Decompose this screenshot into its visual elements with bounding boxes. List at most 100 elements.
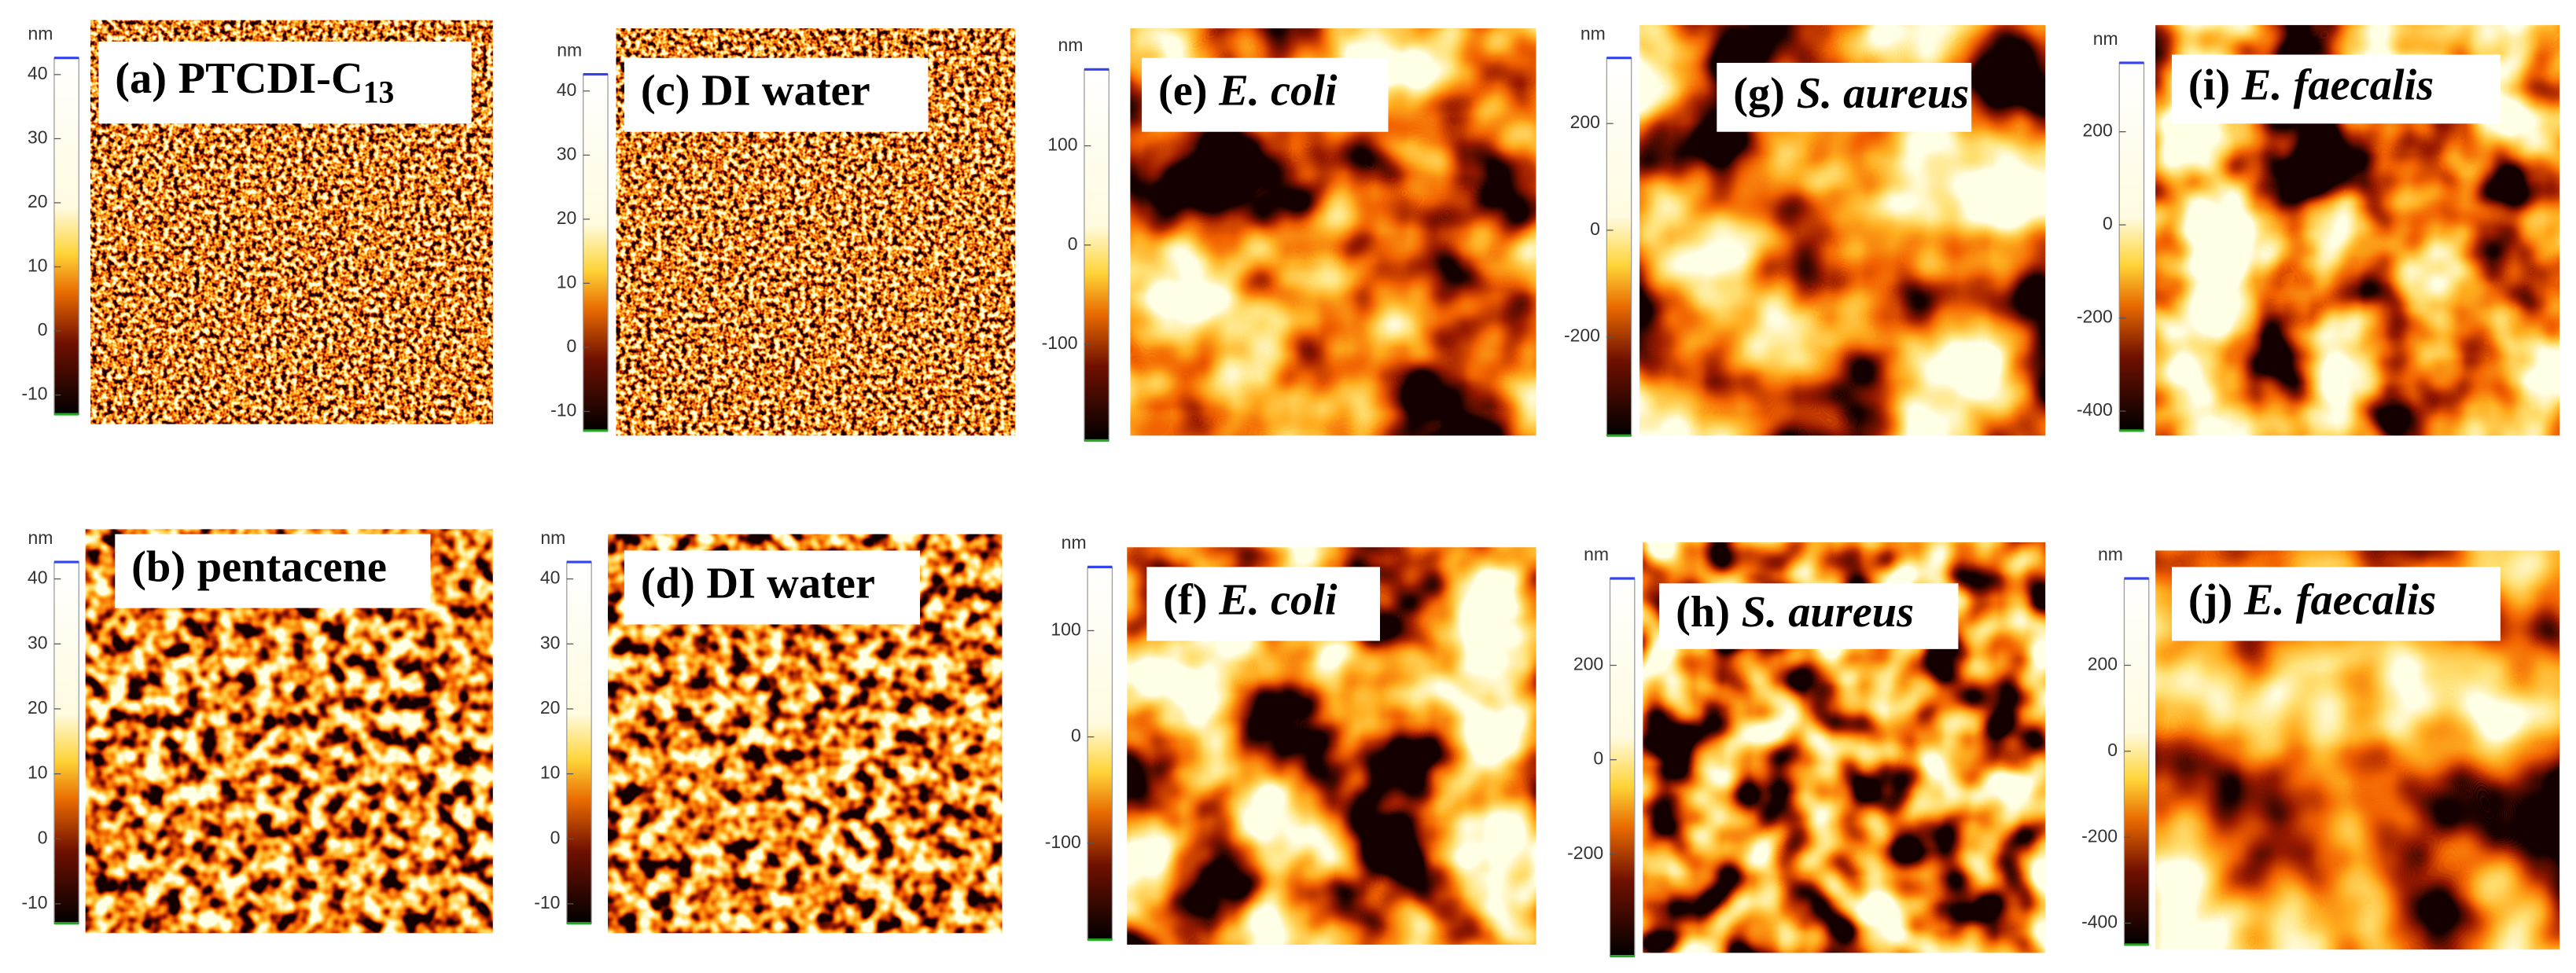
tick-label: -10 (534, 892, 560, 912)
unit-label: nm (1581, 24, 1606, 44)
panel-label: (b) pentacene (131, 543, 387, 592)
color-bar (566, 561, 592, 924)
color-bar (583, 73, 609, 431)
panel-label: (e) E. coli (1158, 67, 1338, 116)
tick-label: 20 (28, 191, 48, 211)
tick-label: 40 (557, 79, 577, 100)
color-bar (1087, 566, 1113, 941)
tick-label: 10 (557, 271, 577, 292)
label-box (624, 550, 920, 625)
panel-name: S. aureus (1797, 69, 1969, 118)
panel: nm 40 30 20 10 0 -10 (a) PTCDI-C13 (21, 20, 493, 424)
panel-label: (j) E. faecalis (2188, 575, 2436, 624)
unit-label: nm (1058, 35, 1084, 55)
panel-letter: (h) (1676, 588, 1730, 637)
tick-label: -200 (2077, 307, 2113, 327)
tick-label: 10 (540, 762, 561, 783)
tick-label: 0 (1590, 218, 1600, 239)
tick-label: 20 (540, 697, 561, 718)
unit-label: nm (28, 527, 53, 548)
panel: nm 40 30 20 10 0 -10 (d) DI water (534, 527, 1003, 934)
panel-name: E. coli (1218, 67, 1338, 116)
tick-label: 200 (2088, 654, 2118, 674)
panel: nm 200 0 -200 (g) S. aureus (1564, 24, 2046, 437)
tick-label: 20 (28, 697, 48, 718)
panel: nm 100 0 -100 (f) E. coli (1045, 532, 1536, 945)
unit-label: nm (2098, 544, 2123, 564)
panel: nm 100 0 -100 (e) E. coli (1042, 28, 1536, 442)
panel-label: (i) E. faecalis (2188, 61, 2434, 109)
panel-name: E. faecalis (2241, 61, 2434, 109)
panel-label: (g) S. aureus (1733, 69, 1969, 118)
label-box (624, 57, 929, 132)
panel-label: (f) E. coli (1163, 575, 1338, 624)
tick-label: 30 (557, 143, 577, 163)
color-bar (2123, 578, 2150, 945)
unit-label: nm (28, 24, 53, 44)
label-box (2172, 567, 2501, 641)
panel-letter: (f) (1163, 575, 1207, 624)
label-box (1146, 567, 1380, 641)
unit-label: nm (1062, 532, 1087, 553)
tick-label: 200 (1570, 112, 1600, 132)
tick-label: 0 (567, 336, 577, 356)
tick-label: 40 (540, 567, 561, 588)
tick-label: 0 (1593, 748, 1603, 769)
panel-letter: (b) (131, 543, 186, 592)
tick-label: 20 (557, 207, 577, 228)
tick-label: -400 (2081, 912, 2118, 932)
tick-label: 0 (38, 827, 48, 847)
color-bar (1084, 68, 1110, 442)
color-bar (53, 57, 79, 415)
tick-label: 200 (2082, 120, 2112, 141)
tick-label: 0 (1068, 233, 1078, 254)
panel-letter: (j) (2188, 575, 2232, 624)
tick-label: 0 (2107, 740, 2118, 760)
panel-letter: (c) (641, 67, 690, 116)
color-bar (1606, 57, 1632, 436)
tick-label: 10 (28, 255, 48, 276)
tick-label: 40 (28, 63, 48, 83)
panel: nm 40 30 20 10 0 -10 (c) DI water (550, 28, 1016, 436)
unit-label: nm (1584, 544, 1609, 564)
tick-label: -200 (2081, 825, 2118, 846)
panel-label: (c) DI water (641, 67, 870, 116)
label-box (1717, 62, 1972, 132)
tick-label: -10 (21, 384, 47, 404)
panel-label: (a) PTCDI-C13 (115, 54, 394, 110)
tick-label: 30 (540, 632, 561, 652)
tick-label: -10 (21, 892, 47, 912)
label-box (98, 41, 472, 124)
panel-letter: (e) (1158, 67, 1208, 116)
panel-name: S. aureus (1742, 588, 1914, 637)
panel-name: E. coli (1218, 575, 1338, 624)
panel-name: E. faecalis (2243, 575, 2436, 624)
panel-letter: (g) (1733, 69, 1785, 118)
color-bar (2118, 62, 2145, 431)
panel-label: (h) S. aureus (1676, 588, 1914, 637)
tick-label: 0 (38, 319, 48, 340)
tick-label: -200 (1567, 843, 1603, 863)
unit-label: nm (540, 527, 565, 548)
tick-label: -100 (1042, 332, 1078, 353)
panel-letter: (d) (641, 559, 695, 608)
tick-label: 30 (28, 127, 48, 148)
panel: nm 200 0 -200 -400 (i) E. faecalis (2077, 24, 2560, 436)
tick-label: 0 (2103, 213, 2113, 233)
panel-label: (d) DI water (641, 559, 875, 608)
color-bar (53, 561, 79, 924)
tick-label: 100 (1047, 134, 1077, 155)
tick-label: 0 (550, 827, 561, 847)
tick-label: 10 (28, 762, 48, 783)
tick-label: 30 (28, 632, 48, 652)
label-box (2172, 54, 2501, 124)
label-box (115, 534, 431, 608)
unit-label: nm (2093, 28, 2118, 49)
tick-label: -10 (550, 400, 576, 420)
tick-label: 100 (1051, 619, 1080, 640)
unit-label: nm (557, 39, 582, 60)
label-box (1142, 57, 1389, 132)
panel-letter: (a) (115, 54, 167, 103)
